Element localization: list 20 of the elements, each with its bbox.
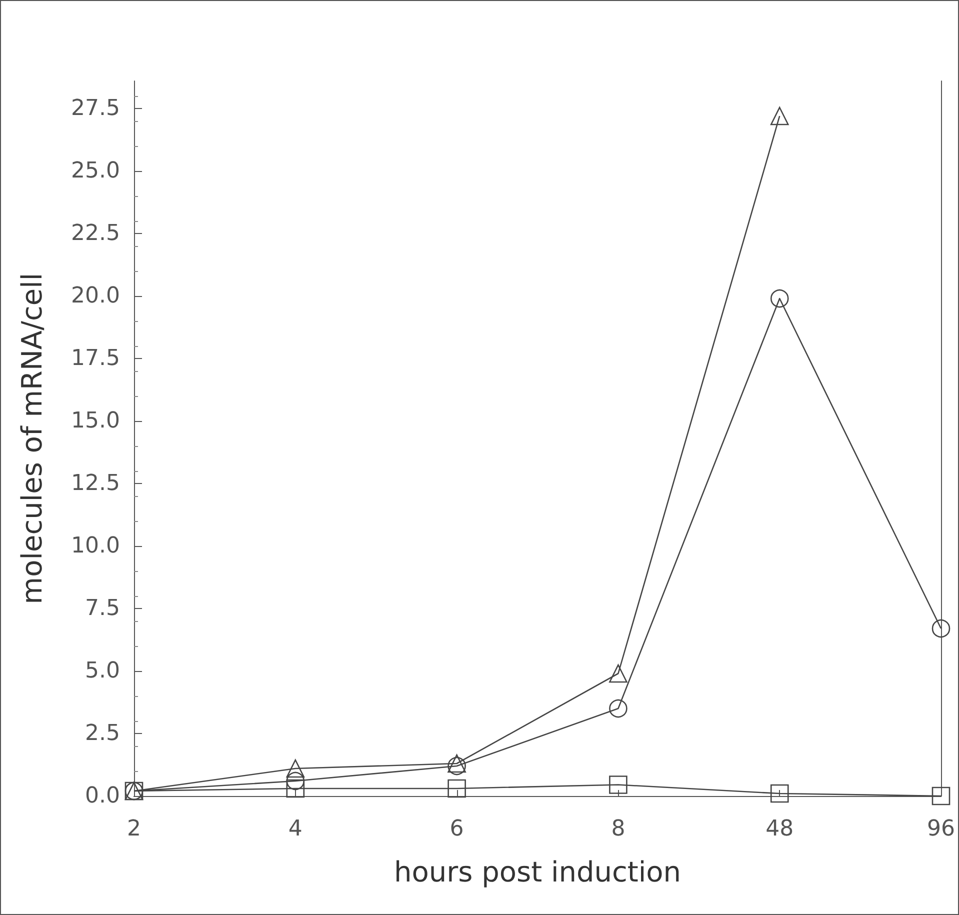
y-tick-label: 5.0 xyxy=(85,658,120,684)
y-tick-label: 12.5 xyxy=(71,471,120,496)
y-axis-title: molecules of mRNA/cell xyxy=(16,272,48,604)
y-tick-label: 22.5 xyxy=(71,221,120,246)
y-tick-label: 15.0 xyxy=(71,408,120,434)
y-tick-label: 27.5 xyxy=(71,96,120,121)
x-tick-label: 6 xyxy=(450,816,464,842)
y-tick-label: 0.0 xyxy=(85,784,120,808)
y-tick-label: 7.5 xyxy=(85,596,120,621)
y-tick-label: 25.0 xyxy=(71,158,120,184)
y-tick-label: 10.0 xyxy=(71,534,120,558)
x-tick-label: 48 xyxy=(766,816,794,842)
x-tick-label: 8 xyxy=(611,816,626,842)
y-tick-label: 17.5 xyxy=(71,346,120,371)
y-tick-label: 2.5 xyxy=(85,721,120,746)
x-tick-label: 4 xyxy=(288,816,302,842)
x-axis-title: hours post induction xyxy=(394,856,682,888)
x-tick-label: 2 xyxy=(127,816,141,842)
x-tick-label: 96 xyxy=(927,816,956,842)
y-tick-label: 20.0 xyxy=(71,284,120,308)
